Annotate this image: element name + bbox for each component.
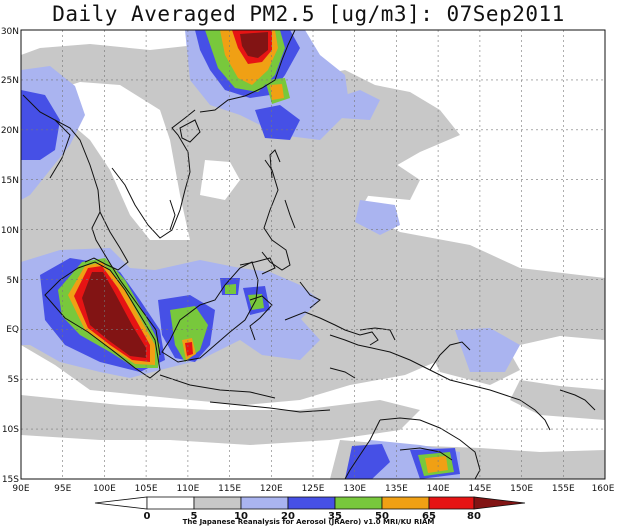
colorbar-swatch-35-50 xyxy=(334,496,383,510)
pm25-field xyxy=(21,30,605,479)
colorbar-label-65: 65 xyxy=(422,511,436,522)
colorbar-swatch-50-65 xyxy=(381,496,430,510)
colorbar-labels: 0 5 10 20 35 50 65 80 xyxy=(144,511,481,522)
x-axis-ticks: 90E 95E 100E 105E 110E 115E 120E 125E 13… xyxy=(12,484,614,494)
colorbar-label-80: 80 xyxy=(467,511,481,522)
x-tick-125E: 125E xyxy=(302,484,325,494)
colorbar-swatch-20-35 xyxy=(287,496,336,510)
pm25-band-white xyxy=(21,82,190,240)
colorbar xyxy=(94,496,526,510)
y-tick-15S: 15S xyxy=(2,475,19,485)
x-tick-140E: 140E xyxy=(427,484,450,494)
x-tick-160E: 160E xyxy=(592,484,615,494)
x-tick-130E: 130E xyxy=(343,484,366,494)
x-tick-150E: 150E xyxy=(510,484,533,494)
x-tick-110E: 110E xyxy=(176,484,199,494)
y-axis-ticks: 15S 10S 5S EQ 5N 10N 15N 20N 25N 30N xyxy=(1,27,19,485)
colorbar-arrow-low xyxy=(94,496,148,510)
gridlines xyxy=(21,30,605,479)
colorbar-label-35: 35 xyxy=(328,511,342,522)
x-tick-155E: 155E xyxy=(552,484,575,494)
coastlines xyxy=(22,30,596,479)
x-tick-120E: 120E xyxy=(260,484,283,494)
y-tick-25N: 25N xyxy=(1,76,19,86)
colorbar-arrow-high xyxy=(473,496,526,510)
colorbar-label-50: 50 xyxy=(375,511,389,522)
y-tick-20N: 20N xyxy=(1,126,19,136)
colorbar-swatch-10-20 xyxy=(240,496,289,510)
x-tick-145E: 145E xyxy=(468,484,491,494)
y-tick-EQ: EQ xyxy=(6,325,19,335)
plot-frame xyxy=(20,29,606,480)
x-tick-115E: 115E xyxy=(218,484,241,494)
colorbar-swatch-5-10 xyxy=(193,496,242,510)
x-tick-90E: 90E xyxy=(12,484,29,494)
y-tick-10S: 10S xyxy=(2,425,19,435)
y-tick-5S: 5S xyxy=(8,375,20,385)
colorbar-swatch-0-5 xyxy=(146,496,195,510)
colorbar-label-5: 5 xyxy=(191,511,198,522)
colorbar-label-0: 0 xyxy=(144,511,151,522)
colorbar-swatch-65-80 xyxy=(428,496,475,510)
colorbar-label-20: 20 xyxy=(281,511,295,522)
colorbar-label-10: 10 xyxy=(234,511,248,522)
x-tick-100E: 100E xyxy=(93,484,116,494)
x-tick-105E: 105E xyxy=(135,484,158,494)
y-tick-5N: 5N xyxy=(7,276,19,286)
y-tick-10N: 10N xyxy=(1,226,19,236)
pm25-band-darkred xyxy=(240,32,268,58)
credit-text: The Japanese Reanalysis for Aerosol (JRA… xyxy=(182,518,435,526)
x-tick-135E: 135E xyxy=(385,484,408,494)
y-tick-15N: 15N xyxy=(1,176,19,186)
map-title: Daily Averaged PM2.5 [ug/m3]: 07Sep2011 xyxy=(52,2,565,26)
y-tick-30N: 30N xyxy=(1,27,19,37)
x-tick-95E: 95E xyxy=(54,484,71,494)
